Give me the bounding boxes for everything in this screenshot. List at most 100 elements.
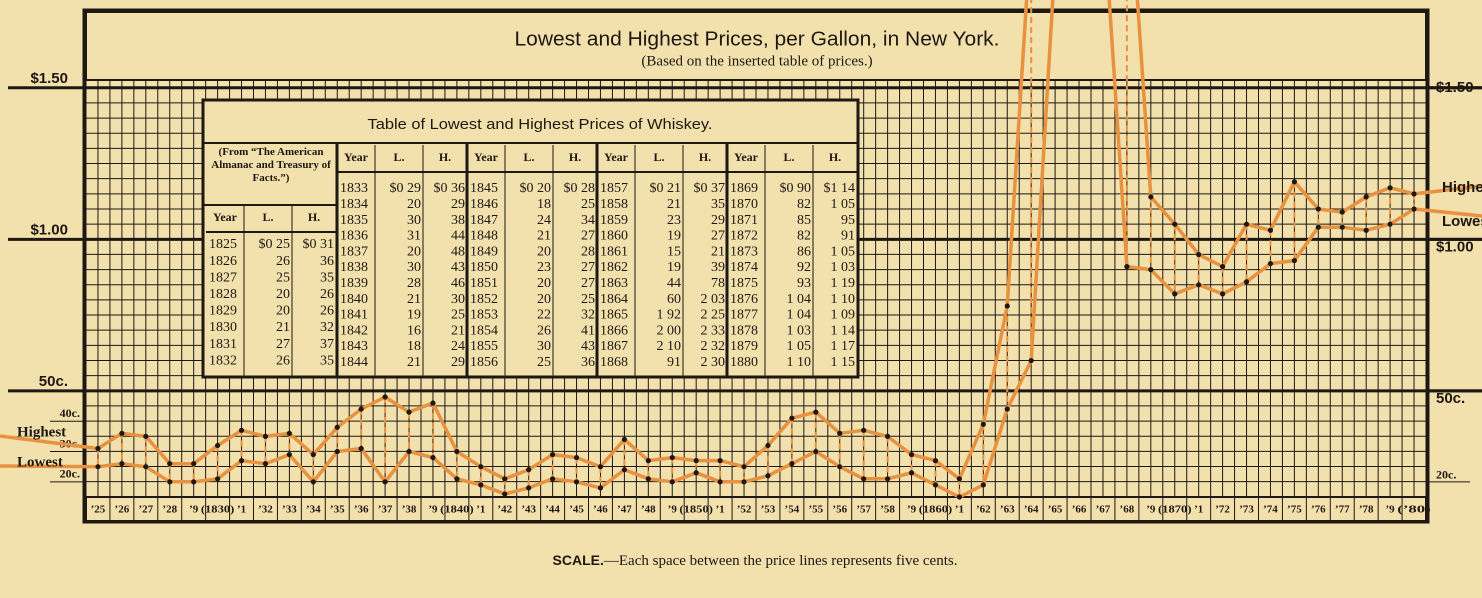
table-cell: 2 25: [701, 308, 726, 323]
y-tick-label: 20c.: [60, 467, 80, 481]
table-cell: 30: [537, 339, 551, 354]
table-cell: 29: [711, 213, 725, 228]
scale-text: —Each space between the price lines repr…: [603, 553, 958, 569]
table-cell: 27: [581, 229, 595, 244]
table-cell: 31: [407, 229, 421, 244]
data-point: [1172, 291, 1178, 297]
table-header: Year: [344, 150, 369, 164]
table-cell: $0 21: [650, 181, 682, 196]
x-tick-label: ’35: [330, 504, 345, 516]
table-header: H.: [699, 150, 711, 164]
table-cell: 85: [797, 213, 811, 228]
data-point: [1411, 206, 1417, 212]
data-point: [861, 476, 867, 482]
table-cell: 1840: [340, 292, 368, 307]
table-cell: 1848: [470, 229, 498, 244]
data-point: [861, 427, 867, 433]
table-cell: 32: [320, 320, 334, 335]
scale-note: SCALE.—Each space between the price line…: [0, 552, 1482, 570]
table-cell: 1842: [340, 323, 368, 338]
table-cell: $1 14: [824, 181, 856, 196]
data-point: [1148, 194, 1154, 200]
y2-tick-label: 20c.: [1436, 468, 1456, 482]
data-point: [1172, 221, 1178, 227]
x-tick-label: ’38: [402, 504, 417, 516]
table-cell: 27: [276, 337, 290, 352]
data-point: [932, 458, 939, 464]
table-cell: 37: [320, 337, 334, 352]
table-cell: 21: [407, 292, 421, 307]
data-point: [143, 433, 149, 439]
table-cell: 86: [797, 244, 811, 259]
data-point: [885, 476, 891, 482]
table-cell: 1 14: [831, 323, 856, 338]
x-tick-label: ’76: [1311, 504, 1326, 516]
y2-tick-label: 50c.: [1436, 390, 1465, 407]
x-tick-label: ’1: [237, 504, 246, 516]
data-point: [502, 491, 508, 497]
data-point: [310, 479, 316, 485]
table-cell: 1874: [730, 260, 758, 275]
table-cell: 21: [537, 229, 551, 244]
table-cell: 43: [581, 339, 595, 354]
data-point: [1267, 260, 1274, 267]
table-cell: 1831: [209, 337, 237, 352]
series-line: [97, 0, 1415, 499]
data-point: [597, 485, 604, 491]
data-point: [478, 482, 484, 488]
x-tick-label: ’77: [1335, 504, 1350, 516]
table-cell: 15: [667, 244, 681, 259]
data-point: [454, 448, 460, 455]
x-tick-label: ’9: [189, 504, 199, 516]
x-tick-label: ’67: [1096, 504, 1111, 516]
data-point: [717, 458, 723, 464]
x-tick-label: ’33: [282, 504, 297, 516]
table-cell: 91: [667, 355, 681, 370]
table-cell: 32: [581, 308, 595, 323]
table-cell: 18: [407, 339, 421, 354]
table-cell: 1834: [340, 197, 368, 212]
data-point: [1339, 224, 1345, 230]
x-tick-label: ’9: [907, 504, 917, 516]
x-tick-label: (1860): [919, 504, 953, 516]
data-point: [693, 458, 699, 464]
table-cell: 19: [667, 260, 681, 275]
table-cell: 1849: [470, 244, 498, 259]
table-cell: 20: [407, 244, 421, 259]
x-tick-label: ’73: [1239, 504, 1254, 516]
x-tick-label: ’32: [258, 504, 273, 516]
data-point: [358, 445, 364, 452]
table-cell: 27: [581, 260, 595, 275]
data-point: [837, 464, 843, 470]
table-header: Year: [213, 210, 238, 224]
data-point: [215, 476, 221, 482]
table-cell: 1865: [600, 308, 628, 323]
table-cell: 26: [276, 254, 290, 269]
data-point: [526, 467, 532, 473]
data-point: [167, 479, 173, 485]
table-cell: 1 03: [831, 260, 856, 275]
data-point: [286, 430, 292, 436]
data-point: [1411, 191, 1417, 197]
table-cell: 1843: [340, 339, 368, 354]
table-cell: 1837: [340, 244, 368, 259]
table-cell: 1830: [209, 320, 237, 335]
table-cell: 1871: [730, 213, 758, 228]
table-cell: 1844: [340, 355, 368, 370]
table-cell: 36: [320, 254, 334, 269]
data-point: [95, 445, 101, 452]
data-point: [669, 479, 675, 485]
x-tick-label: ’42: [497, 504, 512, 516]
table-cell: 29: [451, 197, 465, 212]
table-cell: 2 10: [657, 339, 682, 354]
data-point: [956, 494, 962, 500]
data-point: [334, 448, 340, 455]
data-point: [717, 479, 723, 485]
y-tick-label: $1.50: [30, 70, 68, 87]
x-tick-label: ’26: [115, 504, 130, 516]
table-cell: 21: [451, 323, 465, 338]
table-cell: 1872: [730, 229, 758, 244]
table-cell: 41: [581, 323, 595, 338]
table-cell: 1859: [600, 213, 628, 228]
data-point: [95, 464, 101, 470]
